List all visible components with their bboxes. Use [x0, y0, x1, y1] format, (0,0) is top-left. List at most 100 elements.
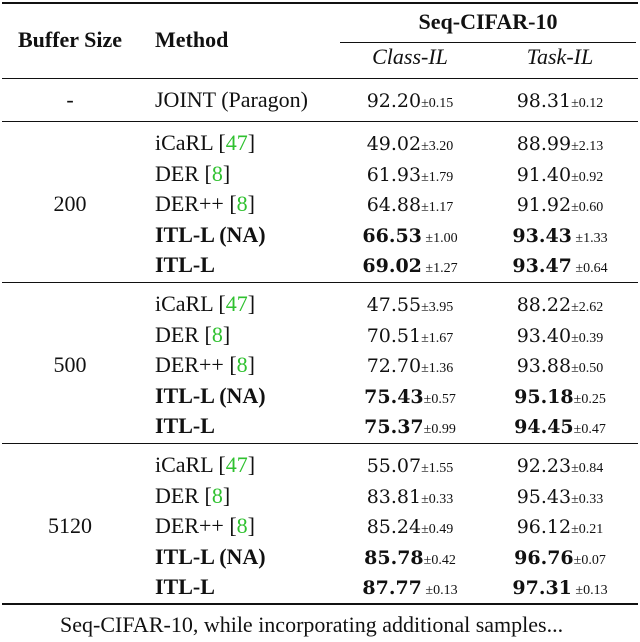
method-cell: DER [8] — [155, 320, 230, 350]
method-name: ITL-L (NA) — [155, 221, 266, 247]
citation-link[interactable]: 8 — [211, 321, 223, 347]
task-mean: 96.76 — [514, 546, 574, 569]
dataset-underline — [340, 42, 636, 43]
class-mean: 69.02 — [362, 255, 422, 277]
task-std: ±0.13 — [571, 583, 608, 598]
method-cell: ITL-L — [155, 572, 215, 602]
cite-close-bracket: ] — [222, 160, 231, 186]
method-cell: ITL-L (NA) — [155, 542, 266, 572]
buffer-size-cell: 200 — [53, 191, 87, 216]
task-std: ±2.13 — [571, 139, 604, 154]
class-mean: 64.88 — [366, 194, 422, 216]
header-method: Method — [155, 27, 229, 52]
task-il-cell: 94.45±0.47 — [480, 411, 640, 445]
task-mean: 93.47 — [512, 255, 572, 277]
method-cell: ITL-L (NA) — [155, 381, 266, 411]
task-std: ±0.21 — [571, 522, 604, 537]
method-name: iCaRL — [155, 291, 213, 316]
class-mean: 75.37 — [364, 416, 424, 438]
citation-link[interactable]: 8 — [236, 352, 248, 377]
class-std: ±1.55 — [421, 461, 454, 476]
cite-open-bracket: [ — [199, 160, 212, 186]
cite-open-bracket: [ — [223, 191, 237, 216]
task-std: ±0.60 — [571, 200, 604, 215]
header-task-il: Task-IL — [526, 44, 594, 69]
method-cell: iCaRL [47] — [155, 450, 255, 480]
group-200-rule — [2, 282, 638, 283]
method-cell: iCaRL [47] — [155, 128, 255, 158]
cite-close-bracket: ] — [247, 130, 256, 155]
top-rule — [2, 2, 638, 4]
method-name: DER++ — [155, 352, 224, 377]
caption-fragment: Seq-CIFAR-10, while incorporating additi… — [60, 612, 564, 637]
class-mean: 85.24 — [366, 516, 422, 538]
task-mean: 97.31 — [512, 577, 572, 599]
cite-close-bracket: ] — [222, 321, 231, 347]
method-name: iCaRL — [155, 130, 213, 155]
class-std: ±0.13 — [421, 583, 458, 598]
class-mean: 49.02 — [366, 133, 422, 155]
task-std: ±0.25 — [573, 391, 606, 407]
citation-link[interactable]: 8 — [236, 191, 248, 216]
method-name: DER++ — [155, 513, 224, 538]
task-il-cell: 93.88±0.50 — [480, 350, 640, 384]
cite-close-bracket: ] — [247, 191, 255, 216]
cite-close-bracket: ] — [222, 482, 231, 508]
task-il-cell: 91.92±0.60 — [480, 189, 640, 223]
citation-link[interactable]: 47 — [225, 452, 248, 477]
task-il-cell: 96.76±0.07 — [480, 542, 640, 576]
method-name: DER++ — [155, 191, 224, 216]
class-il-cell: 69.02 ±1.27 — [320, 250, 500, 284]
cite-close-bracket: ] — [247, 513, 255, 538]
class-il-cell: 85.24±0.49 — [320, 511, 500, 545]
citation-link[interactable]: 8 — [211, 482, 223, 508]
class-std: ±3.20 — [421, 139, 454, 154]
class-mean: 66.53 — [362, 224, 422, 247]
cite-open-bracket: [ — [223, 352, 237, 377]
class-std: ±1.67 — [421, 330, 454, 346]
class-il-cell: 49.02±3.20 — [320, 128, 500, 162]
method-cell: DER++ [8] — [155, 511, 255, 541]
task-std: ±0.33 — [571, 491, 604, 507]
citation-link[interactable]: 47 — [225, 130, 248, 155]
task-std: ±0.47 — [573, 422, 606, 437]
task-il-cell: 88.99±2.13 — [480, 128, 640, 162]
citation-link[interactable]: 47 — [225, 291, 248, 316]
cite-close-bracket: ] — [247, 291, 256, 316]
class-mean: 85.78 — [364, 546, 424, 569]
cite-close-bracket: ] — [247, 452, 256, 477]
task-il-cell: 95.43±0.33 — [480, 481, 640, 515]
cite-open-bracket: [ — [212, 130, 226, 155]
method-cell: DER++ [8] — [155, 189, 255, 219]
task-std: ±0.07 — [573, 552, 606, 568]
task-std: ±0.64 — [571, 261, 608, 276]
citation-link[interactable]: 8 — [236, 513, 248, 538]
method-name: ITL-L (NA) — [155, 382, 266, 408]
method-name: ITL-L — [155, 413, 215, 438]
task-il-cell: 96.12±0.21 — [480, 511, 640, 545]
class-il-cell: 85.78±0.42 — [320, 542, 500, 576]
method-name: iCaRL — [155, 452, 213, 477]
method-name: DER — [155, 321, 199, 347]
class-il-cell: 75.37±0.99 — [320, 411, 500, 445]
header-buffer-size: Buffer Size — [17, 27, 123, 52]
method-name: ITL-L (NA) — [155, 543, 266, 569]
class-il-cell: 64.88±1.17 — [320, 189, 500, 223]
class-il-cell: 72.70±1.36 — [320, 350, 500, 384]
joint-buffer: - — [66, 87, 74, 112]
joint-task-il: 98.31±0.12 — [480, 85, 640, 119]
citation-link[interactable]: 8 — [211, 160, 223, 186]
task-std: ±0.50 — [571, 361, 604, 376]
class-mean: 70.51 — [366, 324, 422, 347]
task-mean: 95.18 — [514, 385, 574, 408]
class-il-cell: 66.53 ±1.00 — [320, 220, 500, 254]
method-cell: iCaRL [47] — [155, 289, 255, 319]
cite-close-bracket: ] — [247, 352, 255, 377]
class-std: ±3.95 — [421, 300, 454, 315]
class-il-cell: 70.51±1.67 — [320, 320, 500, 354]
class-std: ±0.49 — [421, 522, 454, 537]
task-mean: 91.40 — [516, 163, 572, 186]
class-il-cell: 83.81±0.33 — [320, 481, 500, 515]
method-name: DER — [155, 482, 199, 508]
method-cell: ITL-L — [155, 250, 215, 280]
